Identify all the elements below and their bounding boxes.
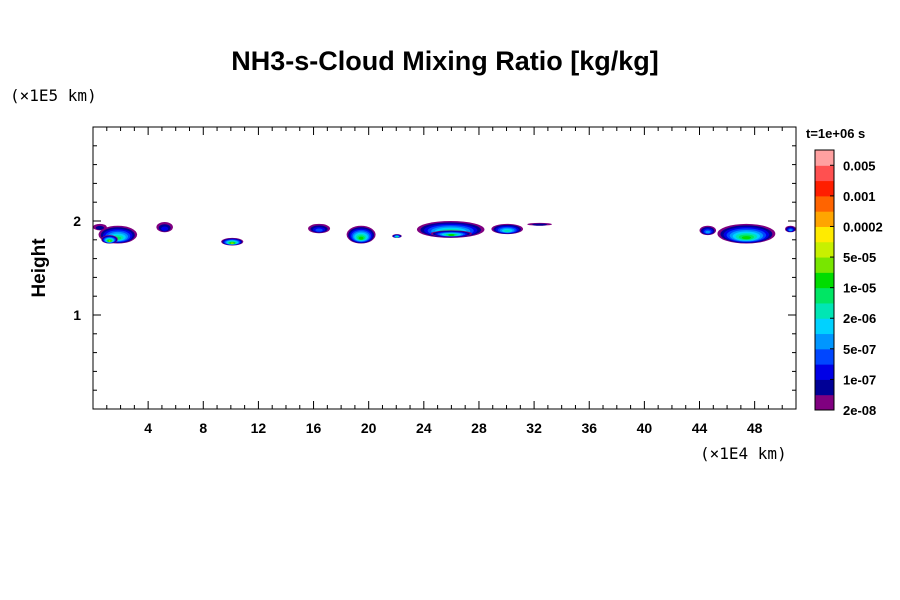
x-tick-label: 12 [251, 420, 267, 436]
x-tick-label: 44 [692, 420, 708, 436]
cloud-contour-level [108, 240, 111, 243]
cloud-patch [221, 237, 244, 246]
chart-title: NH3-s-Cloud Mixing Ratio [kg/kg] [231, 46, 659, 76]
colorbar-swatch [815, 257, 834, 273]
colorbar-swatch [815, 364, 834, 380]
colorbar-frame [814, 149, 835, 411]
colorbar-swatch [815, 287, 834, 304]
colorbar-swatch [815, 379, 834, 396]
cloud-patch [491, 223, 524, 235]
cloud-contour-level [705, 230, 711, 234]
cloud-patch [527, 222, 553, 226]
cloud-contour-level [95, 225, 105, 230]
colorbar-swatch [815, 226, 834, 243]
cloud-patch [101, 235, 118, 244]
x-tick-label: 36 [581, 420, 597, 436]
colorbar-swatch [815, 272, 834, 289]
cloud-contour-level [230, 242, 234, 245]
x-tick-label: 8 [199, 420, 207, 436]
cloud-contour-level [504, 229, 511, 233]
colorbar-swatch [815, 394, 834, 411]
cloud-patch [699, 225, 717, 236]
colorbar-label: 1e-05 [843, 281, 876, 296]
cloud-contour-level [741, 236, 751, 240]
x-tick-label: 20 [361, 420, 377, 436]
x-tick-label: 32 [526, 420, 542, 436]
cloud-patch [717, 223, 776, 244]
y-axis-unit: (×1E5 km) [10, 86, 97, 105]
y-tick-label: 2 [73, 213, 81, 229]
x-tick-label: 48 [747, 420, 763, 436]
colorbar-swatch [815, 211, 834, 227]
colorbar-swatch [815, 302, 834, 319]
colorbar-label: 5e-07 [843, 342, 876, 357]
cloud-contour-level [788, 229, 792, 232]
cloud-contour-level [448, 234, 455, 237]
colorbar: 0.005 0.001 0.0002 5e-05 1e-05 2e-06 5e-07 1e-0… [814, 149, 883, 418]
x-tick-label: 28 [471, 420, 487, 436]
colorbar-swatch [815, 195, 834, 212]
x-tick-label: 24 [416, 420, 432, 436]
colorbar-swatch [815, 150, 834, 166]
colorbar-swatch [815, 348, 834, 365]
cloud-field [93, 221, 796, 246]
cloud-contour-level [315, 228, 323, 232]
x-tick-label: 40 [637, 420, 653, 436]
colorbar-label: 0.0002 [843, 219, 883, 234]
colorbar-swatch [815, 318, 834, 335]
cloud-patch [156, 221, 173, 233]
y-tick-label: 1 [73, 307, 81, 323]
colorbar-swatch [815, 333, 834, 350]
x-axis-unit: (×1E4 km) [700, 444, 787, 463]
x-tick-label: 4 [144, 420, 152, 436]
cloud-contour-level [532, 223, 548, 226]
cloud-contour-level [358, 236, 364, 240]
x-tick-label: 16 [306, 420, 322, 436]
colorbar-label: 1e-07 [843, 372, 876, 387]
colorbar-swatch [815, 180, 834, 197]
colorbar-swatch [815, 165, 834, 182]
cloud-contour-level [161, 226, 169, 231]
cloud-patch [392, 234, 402, 238]
cloud-contour-level [395, 235, 399, 238]
cloud-patch [308, 223, 331, 234]
colorbar-label: 0.001 [843, 189, 876, 204]
colorbar-swatch [815, 241, 834, 258]
cloud-patch [430, 230, 473, 237]
plot-frame [92, 126, 797, 410]
time-label: t=1e+06 s [806, 126, 866, 141]
cloud-patch [784, 225, 796, 233]
colorbar-label: 0.005 [843, 158, 876, 173]
colorbar-label: 2e-06 [843, 311, 876, 326]
cloud-patch [346, 225, 376, 244]
colorbar-label: 5e-05 [843, 250, 876, 265]
colorbar-label: 2e-08 [843, 403, 876, 418]
